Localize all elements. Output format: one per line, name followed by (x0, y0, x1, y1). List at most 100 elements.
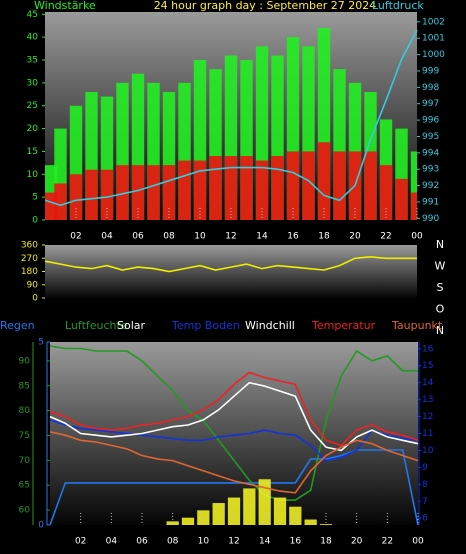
y-tick-label: 15 (422, 361, 433, 371)
y2-axis-title: Luftdruck (372, 0, 424, 12)
y-tick-label: 5 (38, 338, 44, 348)
bar (273, 497, 287, 525)
x-tick-label: 06 (136, 537, 148, 547)
bar (333, 151, 346, 220)
y-tick-label: 7 (422, 497, 428, 507)
x-tick-label: 04 (101, 232, 113, 242)
y-tick-label: 360 (21, 241, 38, 251)
bar (255, 160, 269, 220)
y-tick-label: 90 (27, 280, 39, 290)
bar (54, 183, 67, 220)
bar (410, 151, 417, 220)
y-tick-label: 70 (19, 456, 31, 466)
bar (116, 165, 129, 220)
y-tick-label: 13 (422, 395, 433, 405)
y-tick-label: 992 (422, 181, 439, 191)
y-tick-label: 1001 (422, 34, 445, 44)
x-tick-label: 14 (256, 232, 268, 242)
x-tick-label: 00 (412, 537, 424, 547)
compass-label: N (436, 238, 444, 251)
x-tick-label: 14 (259, 537, 271, 547)
y-tick-label: 9 (422, 463, 428, 473)
x-tick-label: 16 (290, 537, 302, 547)
bar (209, 156, 222, 220)
series-line (49, 431, 419, 494)
bar (240, 156, 253, 220)
y-tick-label: 1000 (422, 50, 445, 60)
legend-entry: Solar (117, 319, 146, 332)
x-tick-label: 18 (318, 232, 330, 242)
y-tick-label: 11 (422, 429, 433, 439)
bar (364, 151, 377, 220)
bar (131, 165, 145, 220)
bar (69, 174, 83, 220)
y-tick-label: 16 (422, 344, 434, 354)
y-tick-label: 0 (32, 294, 38, 304)
compass-label: O (436, 303, 445, 316)
y-tick-label: 75 (19, 431, 30, 441)
plot-area (45, 245, 417, 298)
x-tick-label: 02 (70, 232, 81, 242)
y-tick-label: 65 (19, 481, 30, 491)
y-tick-label: 30 (27, 78, 39, 88)
y-tick-label: 14 (422, 378, 434, 388)
bar (317, 142, 331, 220)
bar (243, 488, 256, 525)
legend-entry: Taupunkt (391, 319, 443, 332)
y-tick-label: 90 (19, 356, 31, 366)
x-tick-label: 00 (411, 232, 423, 242)
y-tick-label: 20 (27, 124, 39, 134)
bar (395, 178, 408, 220)
series-line (49, 381, 419, 452)
legend-entry: Temperatur (311, 319, 376, 332)
x-tick-label: 12 (225, 232, 236, 242)
chart-title: 24 hour graph day : September 27 2024 (154, 0, 377, 12)
y-tick-label: 995 (422, 132, 439, 142)
series-line (44, 29, 418, 207)
bar (162, 165, 176, 220)
legend-entry: Temp Boden (171, 319, 240, 332)
series-line (44, 255, 417, 273)
y-tick-label: 0 (32, 216, 38, 226)
x-tick-label: 18 (320, 537, 332, 547)
y-tick-label: 45 (27, 10, 38, 20)
x-tick-label: 10 (198, 537, 210, 547)
y-tick-label: 6 (422, 514, 428, 524)
bar (224, 156, 238, 220)
x-tick-label: 22 (380, 232, 391, 242)
bar (302, 151, 315, 220)
bar (178, 160, 191, 220)
y-tick-label: 180 (21, 267, 38, 277)
bar (379, 165, 393, 220)
x-tick-label: 08 (167, 537, 179, 547)
x-tick-label: 08 (163, 232, 175, 242)
y-tick-label: 80 (19, 406, 31, 416)
y-tick-label: 15 (27, 147, 38, 157)
x-tick-label: 04 (106, 537, 118, 547)
series-line (49, 371, 419, 447)
y-tick-label: 1002 (422, 17, 445, 27)
y-tick-label: 25 (27, 101, 38, 111)
legend-entry: Regen (0, 319, 35, 332)
x-tick-label: 02 (75, 537, 86, 547)
x-tick-label: 16 (287, 232, 299, 242)
y-tick-label: 993 (422, 165, 439, 175)
bar (258, 479, 271, 525)
bar (410, 192, 417, 220)
y-tick-label: 270 (21, 254, 38, 264)
y-tick-label: 994 (422, 148, 439, 158)
bar (212, 503, 225, 525)
x-tick-label: 12 (228, 537, 239, 547)
bar (147, 165, 160, 220)
y-tick-label: 10 (422, 446, 434, 456)
bar (319, 524, 333, 525)
y-tick-label: 998 (422, 83, 439, 93)
bar (166, 521, 179, 525)
y-tick-label: 0 (38, 521, 44, 531)
bar (271, 156, 284, 220)
y-tick-label: 999 (422, 66, 439, 76)
legend-entry: Windchill (245, 319, 295, 332)
y-tick-label: 35 (27, 56, 38, 66)
y-tick-label: 991 (422, 197, 439, 207)
